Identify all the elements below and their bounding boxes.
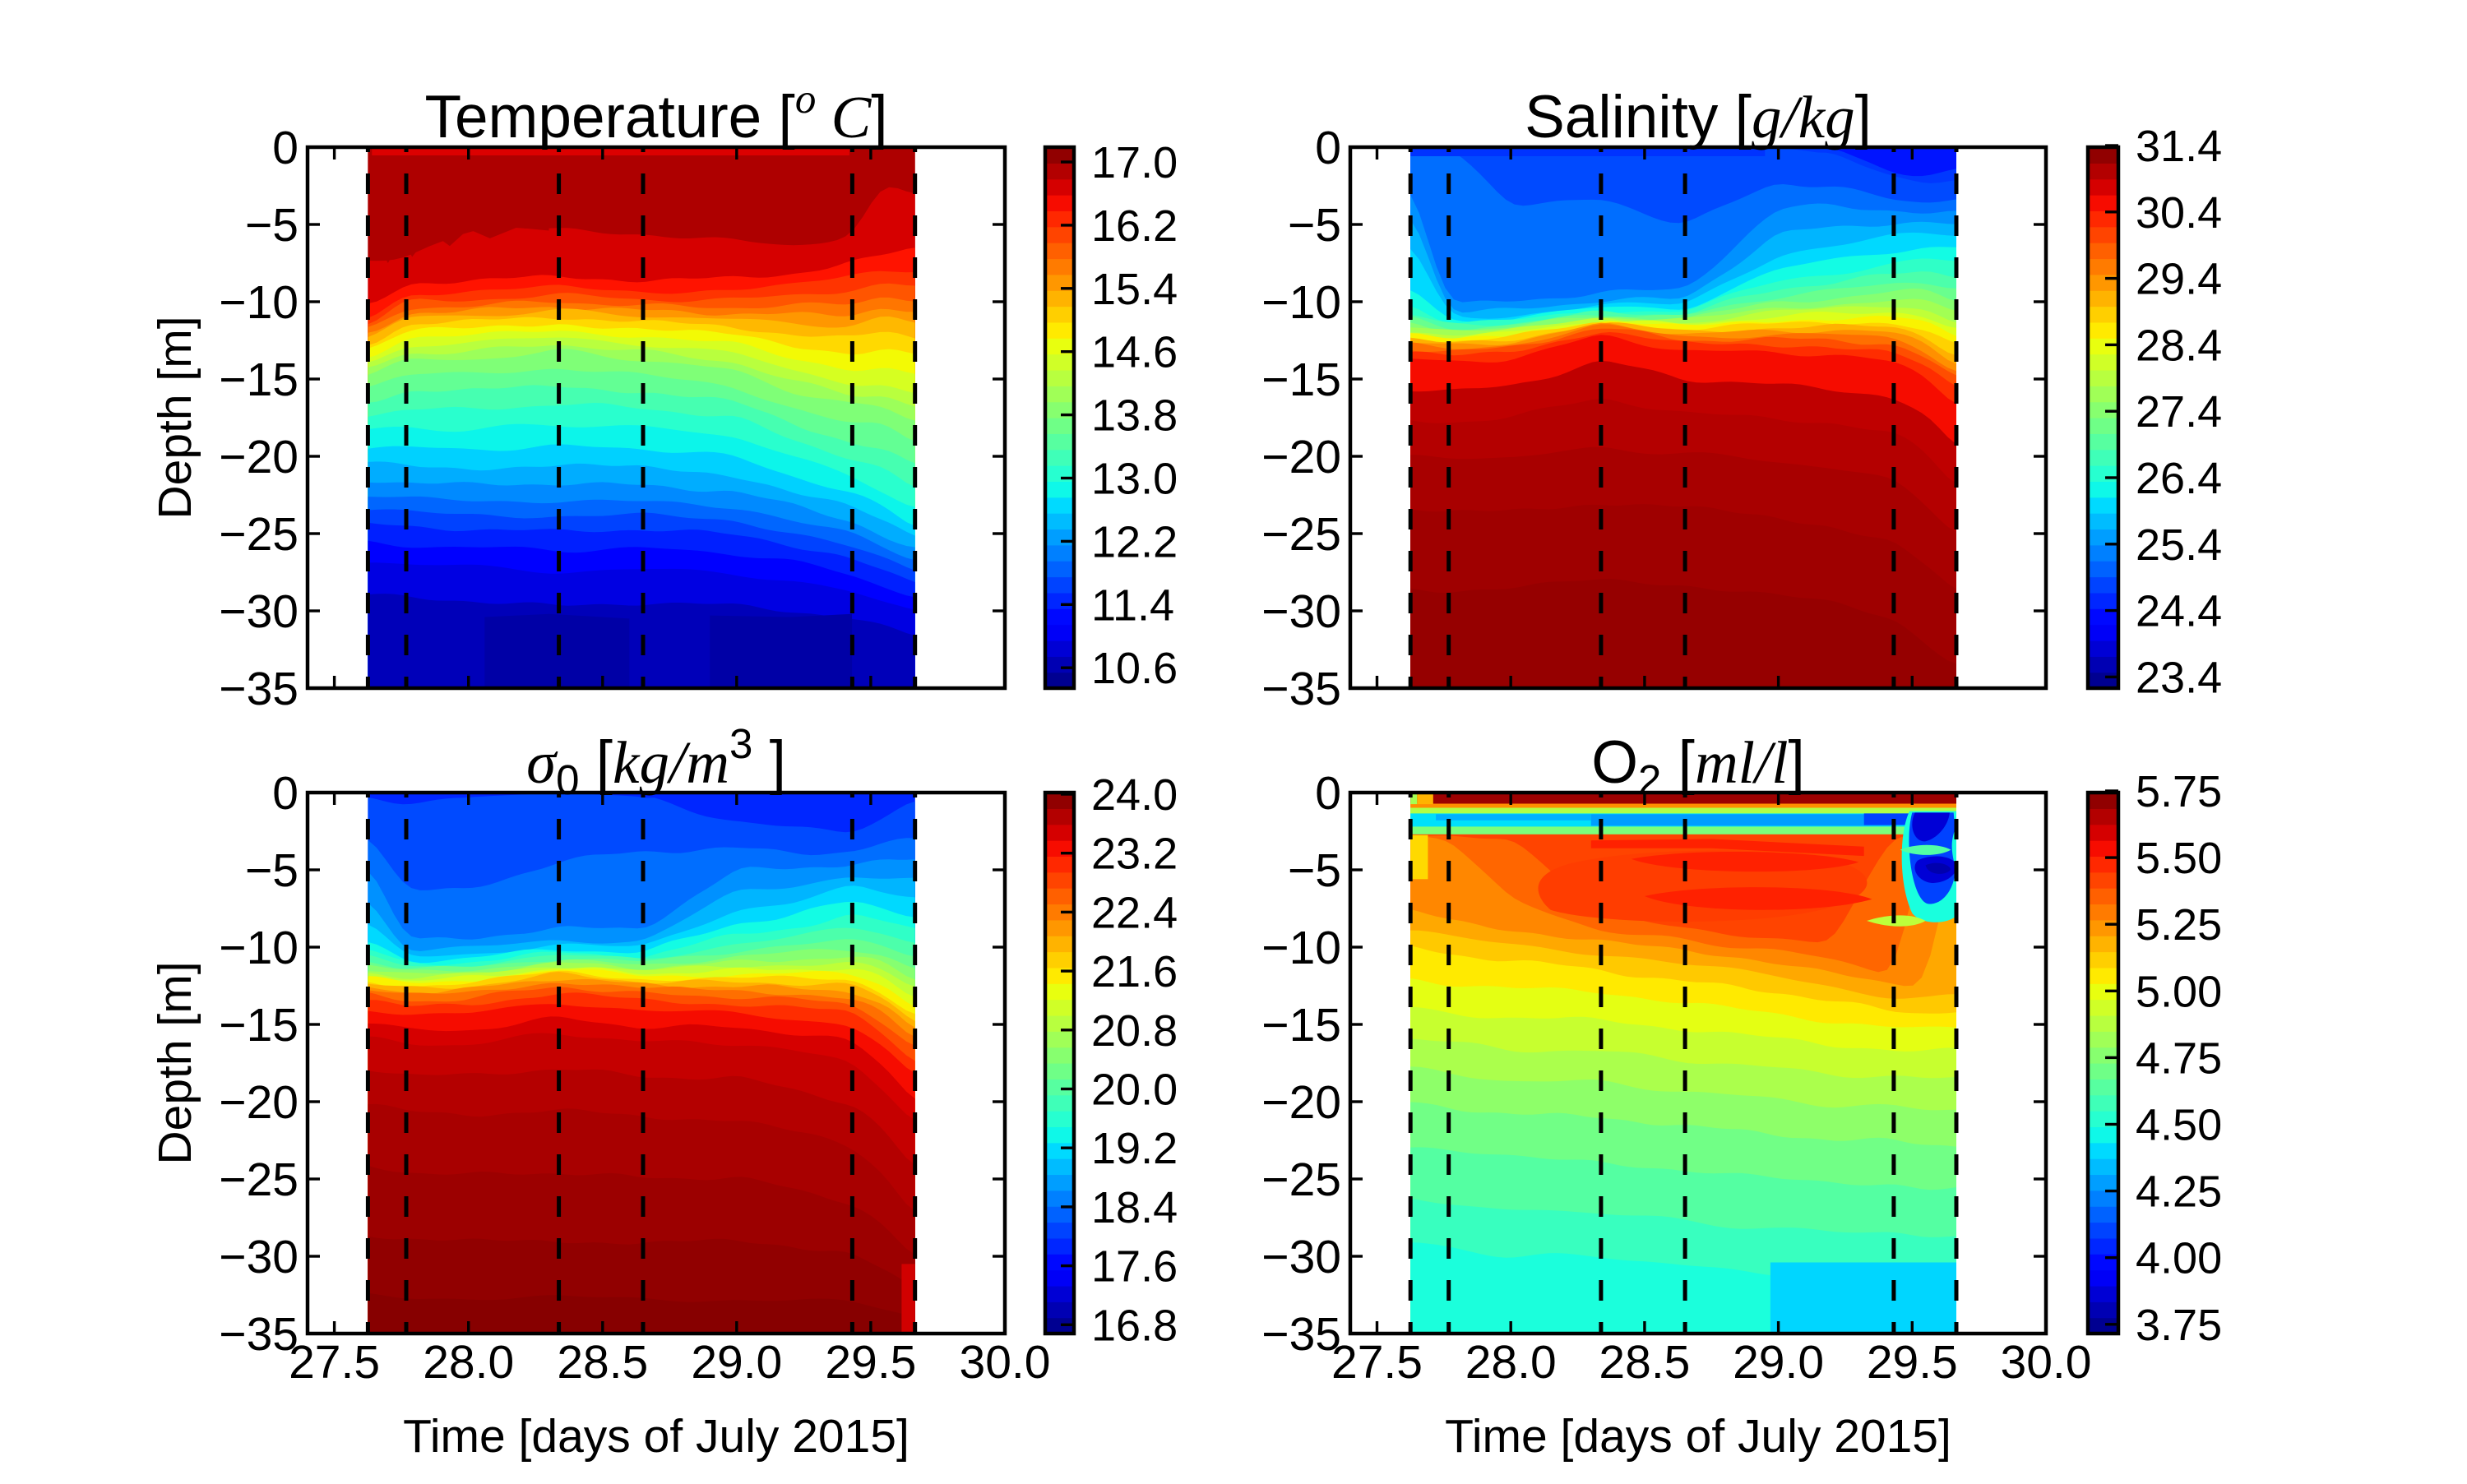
svg-text:30.0: 30.0	[960, 1336, 1051, 1389]
svg-text:−20: −20	[219, 431, 299, 483]
svg-text:29.5: 29.5	[825, 1336, 916, 1389]
svg-text:4.00: 4.00	[2136, 1234, 2222, 1283]
svg-text:29.4: 29.4	[2136, 255, 2222, 304]
svg-text:17.6: 17.6	[1091, 1242, 1178, 1292]
svg-text:−5: −5	[245, 844, 299, 897]
svg-text:−5: −5	[1288, 844, 1341, 897]
svg-text:29.0: 29.0	[691, 1336, 782, 1389]
svg-text:25.4: 25.4	[2136, 520, 2222, 570]
svg-text:−20: −20	[1261, 1076, 1341, 1129]
svg-text:27.5: 27.5	[289, 1336, 380, 1389]
svg-text:−35: −35	[219, 1308, 299, 1361]
svg-text:Temperature [o C]: Temperature [o C]	[424, 76, 887, 150]
svg-text:−10: −10	[219, 922, 299, 974]
svg-text:0: 0	[272, 122, 299, 174]
svg-text:−30: −30	[219, 585, 299, 638]
svg-text:18.4: 18.4	[1091, 1183, 1178, 1232]
svg-text:21.6: 21.6	[1091, 947, 1178, 996]
svg-text:12.2: 12.2	[1091, 517, 1178, 566]
svg-text:−15: −15	[219, 354, 299, 406]
svg-text:−10: −10	[1261, 922, 1341, 974]
svg-text:23.2: 23.2	[1091, 830, 1178, 879]
svg-text:−30: −30	[1261, 585, 1341, 638]
svg-text:−5: −5	[1288, 199, 1341, 252]
svg-text:14.6: 14.6	[1091, 328, 1178, 377]
svg-text:13.0: 13.0	[1091, 455, 1178, 504]
svg-text:4.50: 4.50	[2136, 1101, 2222, 1150]
svg-text:13.8: 13.8	[1091, 391, 1178, 441]
svg-text:Depth [m]: Depth [m]	[149, 961, 201, 1164]
svg-text:−15: −15	[219, 999, 299, 1052]
svg-text:−25: −25	[1261, 1153, 1341, 1206]
svg-text:0: 0	[272, 767, 299, 820]
svg-text:17.0: 17.0	[1091, 138, 1178, 187]
svg-text:28.0: 28.0	[423, 1336, 514, 1389]
svg-text:29.5: 29.5	[1867, 1336, 1958, 1389]
svg-text:15.4: 15.4	[1091, 265, 1178, 314]
svg-text:−25: −25	[1261, 508, 1341, 561]
svg-text:31.4: 31.4	[2136, 122, 2222, 171]
svg-text:28.4: 28.4	[2136, 321, 2222, 370]
svg-text:−30: −30	[1261, 1231, 1341, 1283]
svg-text:−25: −25	[219, 508, 299, 561]
svg-text:4.25: 4.25	[2136, 1167, 2222, 1217]
svg-text:0: 0	[1315, 767, 1341, 820]
svg-text:30.4: 30.4	[2136, 188, 2222, 238]
svg-text:−10: −10	[1261, 276, 1341, 329]
svg-text:Salinity [g/kg]: Salinity [g/kg]	[1525, 84, 1872, 150]
svg-text:−35: −35	[1261, 663, 1341, 715]
svg-text:−20: −20	[1261, 431, 1341, 483]
svg-text:24.4: 24.4	[2136, 587, 2222, 636]
svg-text:4.75: 4.75	[2136, 1033, 2222, 1083]
svg-text:20.8: 20.8	[1091, 1006, 1178, 1056]
svg-text:5.00: 5.00	[2136, 967, 2222, 1016]
svg-text:20.0: 20.0	[1091, 1066, 1178, 1115]
svg-text:11.4: 11.4	[1091, 580, 1174, 630]
svg-text:24.0: 24.0	[1091, 770, 1178, 820]
svg-text:−15: −15	[1261, 999, 1341, 1052]
svg-text:28.5: 28.5	[1599, 1336, 1690, 1389]
svg-text:Depth [m]: Depth [m]	[149, 316, 201, 519]
svg-text:−25: −25	[219, 1153, 299, 1206]
svg-text:23.4: 23.4	[2136, 653, 2222, 702]
svg-text:5.25: 5.25	[2136, 900, 2222, 950]
svg-text:27.5: 27.5	[1331, 1336, 1423, 1389]
svg-text:22.4: 22.4	[1091, 888, 1178, 937]
svg-text:29.0: 29.0	[1733, 1336, 1824, 1389]
svg-text:−35: −35	[219, 663, 299, 715]
svg-text:10.6: 10.6	[1091, 644, 1178, 693]
svg-text:−20: −20	[219, 1076, 299, 1129]
svg-text:Time [days of July 2015]: Time [days of July 2015]	[403, 1410, 910, 1463]
svg-text:3.75: 3.75	[2136, 1301, 2222, 1350]
svg-text:−10: −10	[219, 276, 299, 329]
svg-text:28.5: 28.5	[557, 1336, 648, 1389]
svg-text:16.2: 16.2	[1091, 201, 1178, 251]
svg-text:27.4: 27.4	[2136, 387, 2222, 437]
svg-text:−30: −30	[219, 1231, 299, 1283]
svg-text:5.50: 5.50	[2136, 834, 2222, 883]
svg-text:0: 0	[1315, 122, 1341, 174]
svg-text:30.0: 30.0	[2001, 1336, 2092, 1389]
svg-text:−35: −35	[1261, 1308, 1341, 1361]
svg-text:5.75: 5.75	[2136, 767, 2222, 816]
svg-text:−5: −5	[245, 199, 299, 252]
svg-text:26.4: 26.4	[2136, 454, 2222, 503]
svg-text:28.0: 28.0	[1465, 1336, 1557, 1389]
svg-text:σ0 [kg/m3 ]: σ0 [kg/m3 ]	[526, 720, 786, 803]
svg-text:Time [days of July 2015]: Time [days of July 2015]	[1445, 1410, 1951, 1463]
svg-text:16.8: 16.8	[1091, 1301, 1178, 1350]
svg-text:−15: −15	[1261, 354, 1341, 406]
svg-text:O2 [ml/l]: O2 [ml/l]	[1591, 729, 1805, 803]
svg-text:19.2: 19.2	[1091, 1124, 1178, 1173]
